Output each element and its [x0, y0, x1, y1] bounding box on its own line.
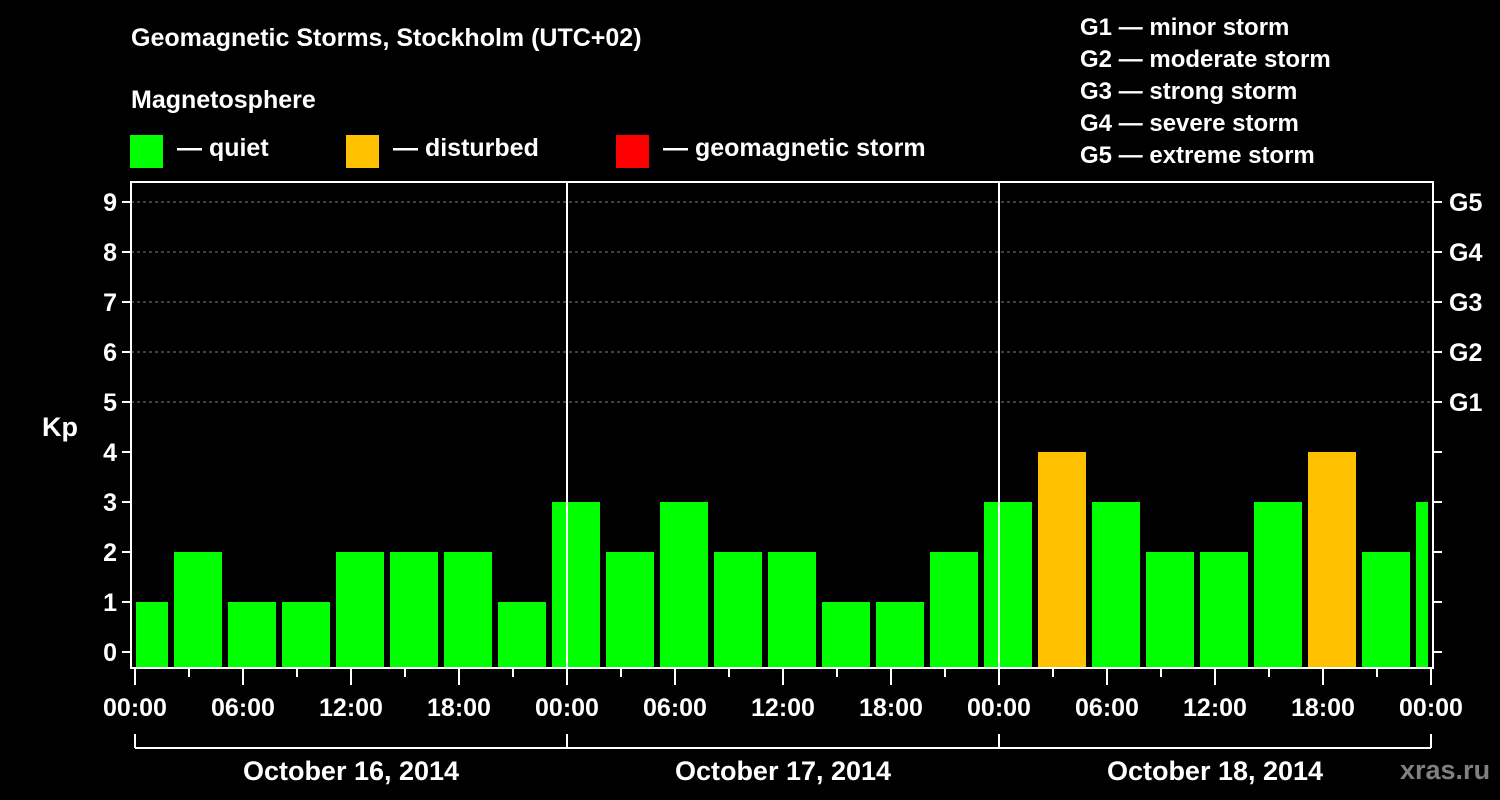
- x-tick-label: 18:00: [1291, 694, 1355, 722]
- kp-bar: [659, 502, 708, 668]
- day-label: October 18, 2014: [1107, 756, 1323, 786]
- day-label: October 16, 2014: [243, 756, 459, 786]
- g-scale-label: G1: [1449, 389, 1482, 417]
- kp-bar: [713, 552, 762, 668]
- x-tick-label: 06:00: [211, 694, 275, 722]
- x-tick-label: 00:00: [103, 694, 167, 722]
- y-tick-label: 3: [103, 489, 117, 517]
- kp-bar: [551, 502, 600, 668]
- x-tick-label: 06:00: [1075, 694, 1139, 722]
- kp-bar: [1145, 552, 1194, 668]
- legend-label-disturbed: — disturbed: [393, 134, 539, 162]
- y-tick-label: 9: [103, 189, 117, 217]
- y-axis-label: Kp: [42, 412, 78, 442]
- x-tick-label: 12:00: [319, 694, 383, 722]
- kp-bar: [227, 602, 276, 668]
- x-tick-label: 18:00: [427, 694, 491, 722]
- x-tick-label: 12:00: [1183, 694, 1247, 722]
- kp-bar: [1037, 452, 1086, 668]
- watermark: xras.ru: [1400, 755, 1491, 785]
- storm-scale-g1: G1 — minor storm: [1080, 14, 1290, 41]
- storm-scale-g5: G5 — extreme storm: [1080, 142, 1315, 169]
- kp-bar: [821, 602, 870, 668]
- kp-bar: [173, 552, 222, 668]
- kp-bar: [281, 602, 330, 668]
- kp-bar: [767, 552, 816, 668]
- chart-title: Geomagnetic Storms, Stockholm (UTC+02): [131, 24, 642, 52]
- y-tick-label: 7: [103, 289, 117, 317]
- kp-bar: [1415, 502, 1428, 668]
- day-label: October 17, 2014: [675, 756, 891, 786]
- g-scale-label: G4: [1449, 239, 1482, 267]
- g-scale-label: G2: [1449, 339, 1482, 367]
- x-tick-label: 00:00: [967, 694, 1031, 722]
- y-tick-label: 5: [103, 389, 117, 417]
- kp-bar: [875, 602, 924, 668]
- y-tick-label: 2: [103, 539, 117, 567]
- y-tick-label: 6: [103, 339, 117, 367]
- kp-bar: [929, 552, 978, 668]
- kp-bar: [605, 552, 654, 668]
- kp-bar: [136, 602, 168, 668]
- kp-bar: [497, 602, 546, 668]
- kp-bar: [443, 552, 492, 668]
- kp-bar: [1361, 552, 1410, 668]
- x-tick-label: 12:00: [751, 694, 815, 722]
- kp-bar: [1253, 502, 1302, 668]
- kp-bar: [389, 552, 438, 668]
- x-tick-label: 18:00: [859, 694, 923, 722]
- y-tick-label: 1: [103, 589, 117, 617]
- storm-scale-g4: G4 — severe storm: [1080, 110, 1299, 137]
- legend-swatch-storm: [616, 135, 649, 168]
- y-tick-label: 8: [103, 239, 117, 267]
- y-tick-label: 4: [103, 439, 117, 467]
- legend-swatch-disturbed: [346, 135, 379, 168]
- legend-label-storm: — geomagnetic storm: [663, 134, 926, 162]
- g-scale-label: G3: [1449, 289, 1482, 317]
- x-tick-label: 00:00: [535, 694, 599, 722]
- kp-bar: [983, 502, 1032, 668]
- legend-label-quiet: — quiet: [177, 134, 269, 162]
- legend-swatch-quiet: [130, 135, 163, 168]
- g-scale-label: G5: [1449, 189, 1482, 217]
- x-tick-label: 00:00: [1399, 694, 1463, 722]
- x-tick-label: 06:00: [643, 694, 707, 722]
- legend-title: Magnetosphere: [131, 86, 316, 114]
- storm-scale-g3: G3 — strong storm: [1080, 78, 1298, 105]
- storm-scale-g2: G2 — moderate storm: [1080, 46, 1331, 73]
- kp-bar: [335, 552, 384, 668]
- kp-bar: [1307, 452, 1356, 668]
- y-tick-label: 0: [103, 639, 117, 667]
- kp-bar: [1091, 502, 1140, 668]
- kp-bar: [1199, 552, 1248, 668]
